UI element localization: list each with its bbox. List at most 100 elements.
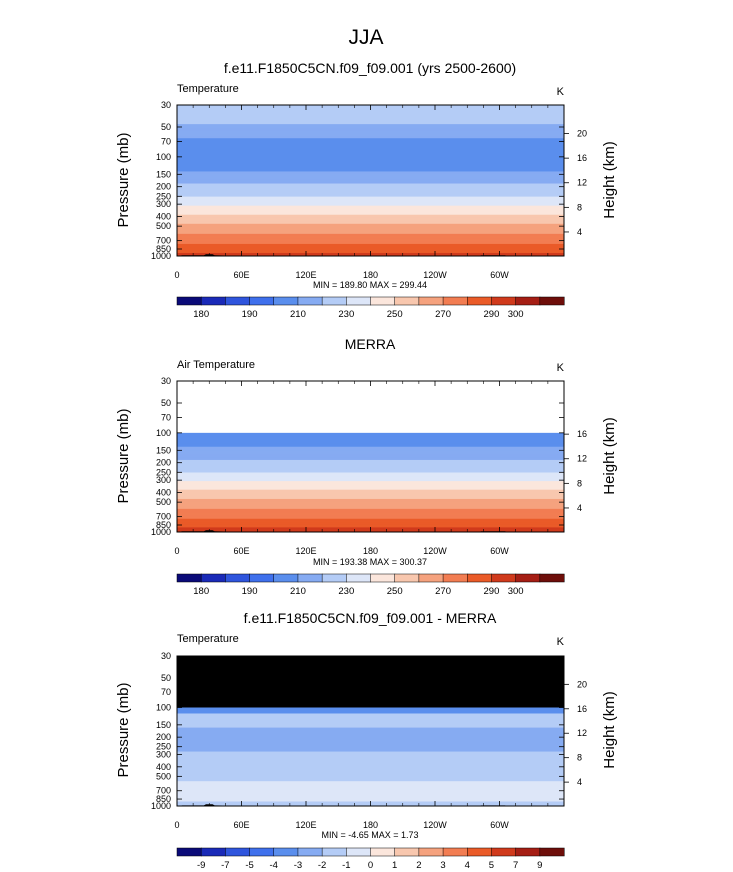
panel-1-contour-band: [177, 137, 564, 139]
colorbar-swatch: [249, 847, 275, 857]
panel-1-contour-band: [177, 155, 564, 157]
panel-2-contour-band: [177, 451, 564, 453]
x-tick-label: 120W: [423, 820, 447, 830]
colorbar-label: -3: [294, 860, 302, 871]
panel-1-contour-band: [177, 152, 564, 154]
colorbar-swatch: [225, 573, 251, 583]
panel-1-contour-band: [177, 247, 564, 250]
panel-1-units-label: K: [557, 86, 565, 98]
panel-2-contour-band: [177, 455, 564, 457]
panel-2-contour-band: [177, 475, 564, 478]
panel-1-contour-band: [177, 145, 564, 147]
panel-1-contour-band: [177, 124, 564, 126]
panel-1-contour-band: [177, 228, 564, 231]
colorbar-swatch: [539, 847, 565, 857]
colorbar-swatch: [321, 296, 347, 306]
colorbar-swatch: [394, 847, 420, 857]
panel-1-contour-band: [177, 177, 564, 180]
panel-2-contour-band: [177, 452, 564, 454]
panel-1: 3050701001502002503004005007008501000201…: [151, 100, 587, 320]
panel-3-contour-band: [177, 707, 564, 714]
colorbar-swatch: [225, 296, 251, 306]
colorbar-swatch: [176, 573, 202, 583]
panel-1-contour-band: [177, 205, 564, 208]
panel-3-y2-axis-title: Height (km): [601, 691, 618, 769]
colorbar-label: 180: [193, 309, 209, 320]
panel-2-title: MERRA: [345, 336, 396, 352]
panel-2-y-axis-title: Pressure (mb): [115, 408, 132, 503]
panel-1-contour-band: [177, 208, 564, 211]
colorbar-label: 300: [508, 586, 524, 597]
panel-2-contour-band: [177, 453, 564, 455]
panel-2-contour-band: [177, 521, 564, 523]
y-tick-label: 850: [156, 520, 171, 530]
panel-2-contour-band: [177, 481, 564, 483]
panel-1-contour-band: [177, 140, 564, 142]
panel-2-contour-band: [177, 486, 564, 488]
y-tick-label: 250: [156, 742, 171, 752]
panel-2-contour-band: [177, 434, 564, 437]
panel-2-contour-band: [177, 436, 564, 439]
panel-1-contour-band: [177, 154, 564, 156]
panel-1-contour-band: [177, 180, 564, 183]
colorbar-label: 290: [484, 586, 500, 597]
y-tick-label: 500: [156, 497, 171, 507]
y-tick-label: 30: [161, 651, 171, 661]
panel-1-contour-band: [177, 166, 564, 169]
colorbar-swatch: [297, 296, 323, 306]
colorbar-swatch: [394, 573, 420, 583]
panel-2-contour-band: [177, 508, 564, 510]
panel-1-contour-band: [177, 225, 564, 228]
colorbar-label: 1: [392, 860, 397, 871]
panel-1-contour-band: [177, 174, 564, 177]
panel-1-contour-band: [177, 239, 564, 242]
y2-tick-label: 12: [577, 178, 587, 188]
colorbar-label: 250: [387, 586, 403, 597]
panel-2-contour-band: [177, 514, 564, 517]
panel-2-contour-band: [177, 455, 564, 458]
panel-2-contour-band: [177, 463, 564, 466]
colorbar-label: 0: [368, 860, 373, 871]
panel-2-contour-band: [177, 500, 564, 502]
panel-2-contour-band: [177, 479, 564, 482]
colorbar-swatch: [515, 296, 541, 306]
panel-2-contour-band: [177, 449, 564, 451]
panel-2-contour-band: [177, 525, 564, 527]
panel-1-contour-band: [177, 173, 564, 176]
y-tick-label: 100: [156, 703, 171, 713]
panel-2-contour-band: [177, 518, 564, 520]
y-tick-label: 100: [156, 428, 171, 438]
panel-2-contour-band: [177, 510, 564, 512]
panel-2-contour-band: [177, 496, 564, 499]
panel-2-contour-band: [177, 516, 564, 519]
panel-1-contour-band: [177, 160, 564, 162]
y-tick-label: 250: [156, 191, 171, 201]
colorbar-swatch: [467, 296, 492, 306]
panel-1-contour-band: [177, 170, 564, 173]
panel-1-contour-band: [177, 192, 564, 195]
panel-2-contour-band: [177, 440, 564, 443]
panel-2-contour-band: [177, 506, 564, 508]
panel-1-contour-band: [177, 227, 564, 230]
panel-1-contour-band: [177, 125, 564, 127]
panel-2-contour-band: [177, 442, 564, 444]
panel-3-units-label: K: [557, 636, 565, 648]
panel-1-contour-band: [177, 221, 564, 224]
panel-1-stats: MIN = 189.80 MAX = 299.44: [313, 280, 427, 290]
colorbar-swatch: [370, 847, 396, 857]
panel-1-contour-band: [177, 141, 564, 143]
panel-2-contour-band: [177, 454, 564, 456]
panel-1-contour-band: [177, 122, 564, 124]
panel-1-contour-band: [177, 183, 564, 186]
panel-2-contour-band: [177, 441, 564, 443]
x-tick-label: 120E: [295, 820, 316, 830]
panel-1-contour-band: [177, 237, 564, 240]
colorbar-label: -1: [342, 860, 350, 871]
panel-2-contour-band: [177, 446, 564, 448]
colorbar-label: 230: [338, 586, 354, 597]
panel-1-contour-band: [177, 178, 564, 181]
panel-1-contour-band: [177, 246, 564, 249]
panel-2-contour-band: [177, 469, 564, 472]
panel-1-contour-band: [177, 144, 564, 146]
panel-2-contour-band: [177, 485, 564, 487]
